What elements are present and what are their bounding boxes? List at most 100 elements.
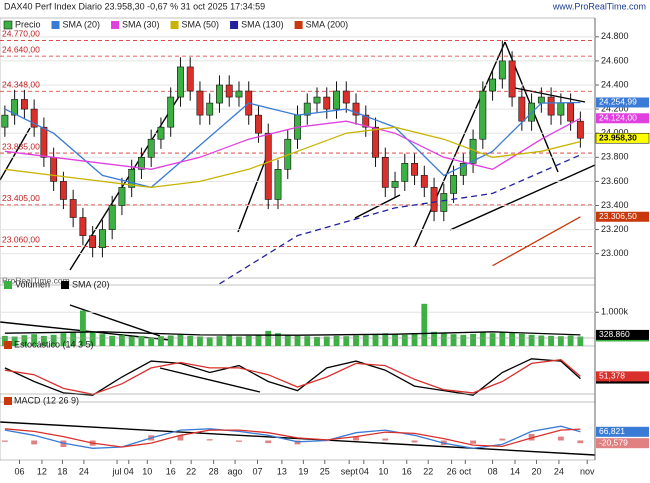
bar [177, 334, 184, 346]
x-tick-label: 04 [124, 466, 134, 476]
trend-line [159, 367, 261, 393]
bar [577, 336, 584, 346]
bar [362, 335, 369, 346]
series-line [219, 154, 581, 285]
bar [236, 336, 242, 346]
candle-body [255, 114, 262, 134]
end-label: -20,579 [599, 437, 628, 447]
bar [79, 310, 86, 346]
legend-swatch [111, 21, 120, 29]
trend-line [237, 147, 271, 233]
candle-body [401, 163, 409, 182]
bar [255, 335, 262, 346]
end-label-box [596, 329, 649, 340]
bar [275, 333, 281, 346]
bar [138, 335, 145, 346]
x-tick-label: 04 [359, 466, 369, 476]
header-title: DAX40 Perf Index Diario 23.958,30 -0,67 … [4, 1, 265, 11]
bar [421, 303, 428, 346]
legend-label: Precio [15, 19, 41, 29]
bar [40, 335, 47, 346]
candle-body [440, 193, 448, 212]
level-label: 24.770,00 [2, 29, 40, 39]
y-tick-label: 23.000 [601, 248, 629, 258]
candle-body [537, 96, 545, 104]
bar [489, 333, 496, 346]
x-tick-label: sept [341, 466, 359, 476]
candle-body [216, 84, 223, 104]
y-tick-label: 24.800 [601, 31, 629, 41]
x-tick-label: 22 [186, 466, 196, 476]
bar [509, 332, 516, 346]
legend-swatch [294, 21, 303, 29]
x-tick-label: 26 [447, 466, 457, 476]
candle-body [518, 96, 526, 122]
candle-body [118, 187, 126, 206]
bar [431, 331, 437, 346]
y-tick-label: 23.200 [601, 224, 629, 234]
x-tick-label: 10 [142, 466, 152, 476]
legend-swatch [4, 281, 12, 289]
x-tick-label: 18 [57, 466, 67, 476]
bar [31, 334, 38, 346]
bar [450, 334, 457, 346]
x-tick-label: 22 [423, 466, 433, 476]
series-line [4, 101, 581, 189]
candle-body [362, 114, 370, 128]
legend-swatch [170, 21, 179, 29]
candle-body [264, 132, 272, 200]
end-label-box [595, 132, 650, 144]
y-tick-label: 23.400 [601, 200, 629, 210]
candle-body [450, 175, 457, 194]
bar [206, 337, 213, 346]
y-tick-label: 24.400 [601, 79, 629, 89]
end-label: 66,821 [599, 426, 625, 436]
bar [528, 334, 535, 346]
bar [499, 438, 506, 441]
candle-body [108, 205, 116, 230]
bar [538, 335, 545, 346]
bar [382, 438, 389, 441]
trend-line [414, 41, 506, 247]
candle-body [128, 169, 136, 188]
bar [284, 334, 291, 346]
bar [372, 333, 379, 346]
x-tick-label: 25 [320, 466, 330, 476]
candle-body [333, 90, 340, 110]
bar [265, 440, 272, 444]
candle-body [274, 169, 282, 200]
y-tick-label: 23.800 [601, 152, 629, 162]
candle-body [489, 78, 497, 92]
trend-line [514, 87, 586, 103]
bar [411, 440, 418, 443]
y-tick-label: 24.200 [601, 103, 629, 113]
candle-body [89, 235, 97, 248]
bar [31, 440, 38, 445]
bar [557, 436, 564, 441]
bar [557, 336, 564, 346]
bar [50, 334, 57, 346]
candle-body [186, 66, 194, 92]
candle-body [323, 96, 331, 110]
candle-body [147, 138, 155, 158]
bar [236, 440, 242, 442]
candle-body [50, 156, 58, 182]
bar [401, 334, 408, 346]
bar [167, 335, 174, 346]
candle-body [576, 120, 584, 139]
candle-body [391, 181, 399, 188]
bar [314, 336, 320, 346]
end-label-box [596, 426, 649, 437]
end-label: 24.254,99 [599, 97, 637, 107]
candle-body [508, 60, 516, 98]
legend-swatch [61, 281, 70, 289]
legend-label: SMA (50) [182, 19, 220, 29]
legend-swatch [4, 397, 12, 405]
bar [70, 331, 77, 346]
bar [470, 333, 476, 346]
bar [245, 335, 252, 346]
series-line [4, 117, 581, 170]
level-label: 23.060,00 [2, 235, 40, 245]
series-line [4, 126, 581, 189]
bar [119, 335, 125, 346]
